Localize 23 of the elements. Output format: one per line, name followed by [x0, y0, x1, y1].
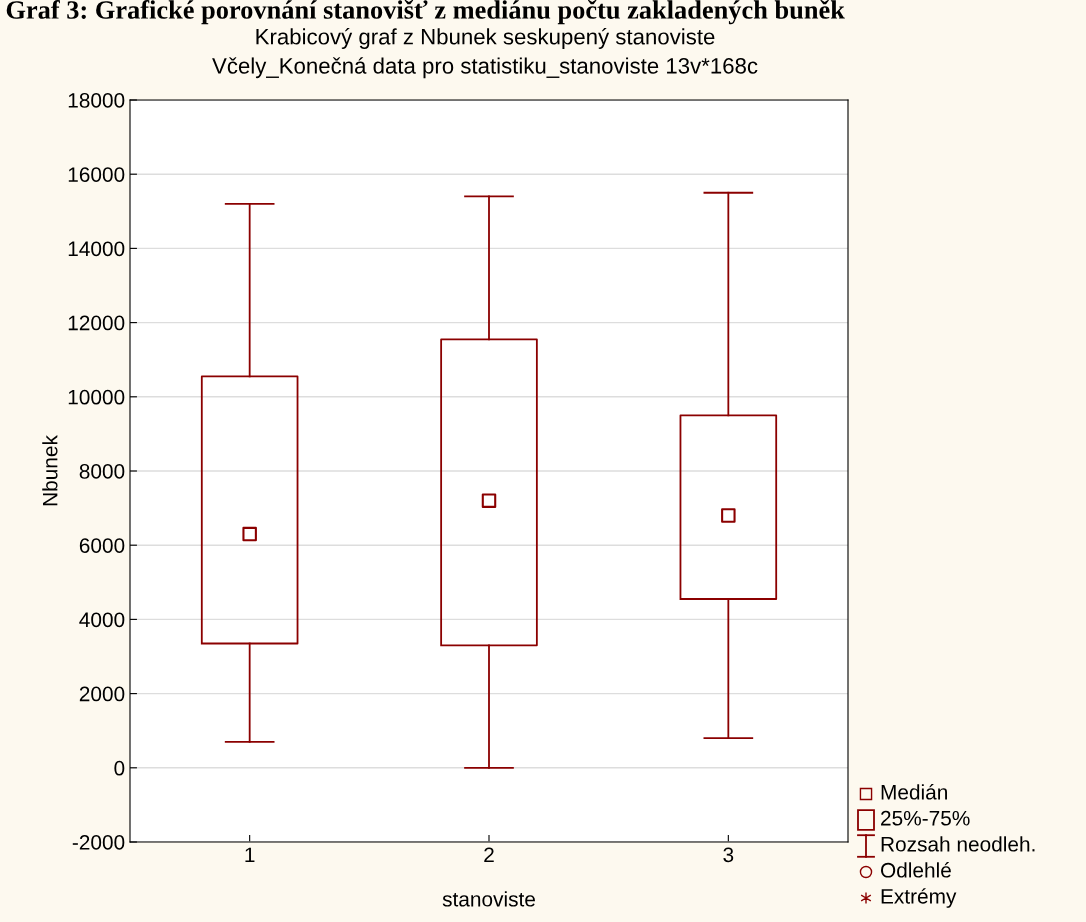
y-tick-label: 4000 [79, 612, 125, 628]
y-tick-label: 14000 [68, 241, 125, 257]
y-tick-label: 12000 [68, 315, 125, 331]
x-tick-label: 2 [484, 847, 494, 862]
text: Rozsah neodleh. [881, 836, 1035, 852]
chart-subtitle: Krabicový graf z Nbunek seskupený stanoviste Včely_Konečná data pro statistiku_stanoviste 13v*168c [212, 28, 758, 79]
text: Odlehlé [880, 862, 951, 878]
y-tick-label: 6000 [79, 538, 125, 553]
x-tick-label: 1 [245, 847, 255, 862]
text: Medián [881, 784, 947, 800]
text: 25%-75% [881, 810, 970, 826]
y-tick-label: 2000 [79, 686, 125, 702]
y-tick-label: -2000 [72, 835, 125, 850]
y-tick-label: 8000 [79, 464, 125, 479]
y-tick-label: 10000 [68, 389, 125, 405]
x-tick-label: 3 [723, 847, 734, 863]
text: Extrémy [881, 888, 957, 908]
y-tick-label: 0 [114, 760, 125, 776]
x-axis-title: stanoviste [442, 891, 535, 907]
y-tick-label: 18000 [68, 93, 125, 108]
y-tick-label: 16000 [68, 167, 125, 182]
chart-title: Graf 3: Grafické porovnání stanovišť z mediánu počtu zakladených buněk [6, 0, 845, 25]
y-axis-title: Nbunek [42, 435, 58, 506]
